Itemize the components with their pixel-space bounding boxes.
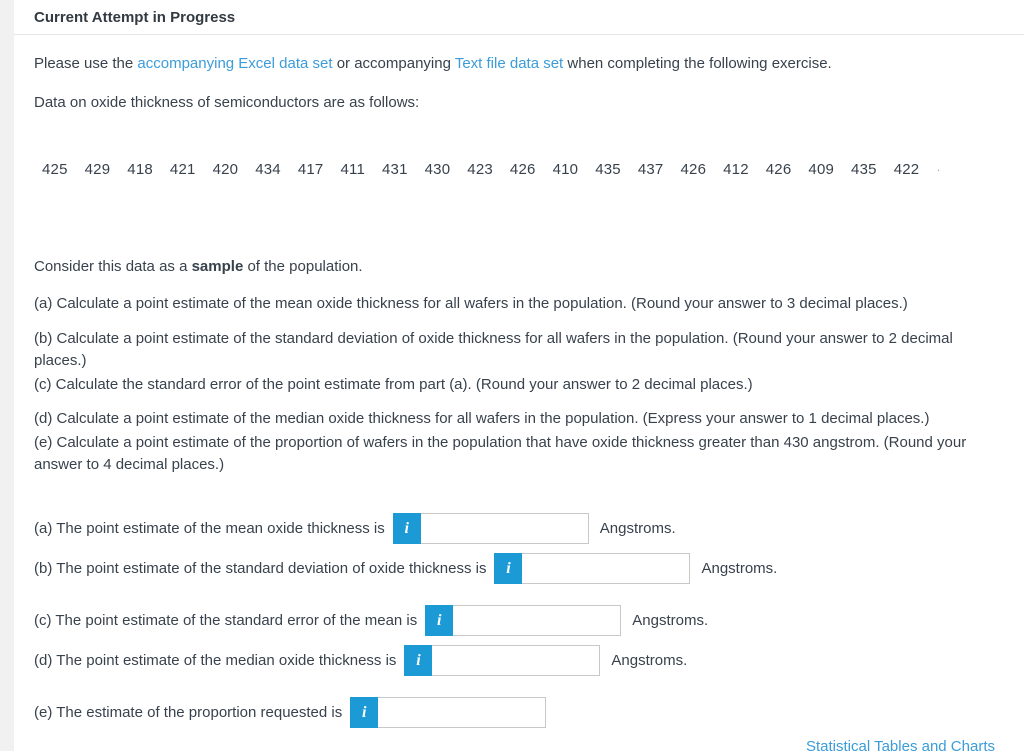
answer-row: (e) The estimate of the proportion reque… xyxy=(34,697,1006,729)
data-value: 426 xyxy=(680,161,707,178)
answer-row: (d) The point estimate of the median oxi… xyxy=(34,645,1006,677)
data-value: 426 xyxy=(765,161,792,178)
intro-text: or accompanying xyxy=(332,55,455,72)
sample-text: Consider this data as a xyxy=(34,258,192,275)
answer-input-group: i xyxy=(425,605,622,636)
info-icon[interactable]: i xyxy=(494,553,523,584)
data-value: 421 xyxy=(169,161,196,178)
answer-input-group: i xyxy=(392,513,589,544)
data-value: 423 xyxy=(467,161,493,178)
info-icon[interactable]: i xyxy=(392,513,421,544)
answer-input-group: i xyxy=(404,645,601,676)
answer-input-group: i xyxy=(350,697,547,728)
data-value: 435 xyxy=(851,161,877,178)
data-value: 429 xyxy=(84,161,111,178)
answer-unit: Angstroms. xyxy=(632,612,709,629)
intro-text: when completing the following exercise. xyxy=(563,55,832,72)
intro-text: Please use the xyxy=(34,55,138,72)
answer-label: (a) The point estimate of the mean oxide… xyxy=(34,520,385,537)
data-values-row: 425 429 418 421 420 434 417 411 431 430 423 426 410 4… xyxy=(42,161,1006,178)
footer-link-row: Statistical Tables and Charts xyxy=(34,738,1006,755)
intro-paragraph: Please use the accompanying Excel data s… xyxy=(34,53,1006,74)
answer-unit: Angstroms. xyxy=(701,560,778,577)
answer-input[interactable] xyxy=(378,697,547,728)
data-value: 425 xyxy=(42,161,68,178)
data-value: 426 xyxy=(509,161,536,178)
data-value: 430 xyxy=(424,161,451,178)
sample-text: of the population. xyxy=(243,258,363,275)
question-b: (b) Calculate a point estimate of the st… xyxy=(34,329,953,370)
text-file-data-set-link[interactable]: Text file data set xyxy=(454,55,564,72)
attempt-panel: Current Attempt in Progress Please use t… xyxy=(14,0,1024,755)
data-overflow-hint: · xyxy=(936,162,941,177)
data-value: 420 xyxy=(212,161,239,178)
answer-input-group: i xyxy=(494,553,691,584)
question-e: (e) Calculate a point estimate of the pr… xyxy=(34,433,967,474)
statistical-tables-link[interactable]: Statistical Tables and Charts xyxy=(806,737,995,755)
exercise-body: Please use the accompanying Excel data s… xyxy=(14,53,1024,755)
info-icon[interactable]: i xyxy=(425,605,454,636)
info-icon[interactable]: i xyxy=(404,645,433,676)
answers-section: (a) The point estimate of the mean oxide… xyxy=(34,513,1006,729)
question-d: (d) Calculate a point estimate of the me… xyxy=(34,410,930,427)
answer-unit: Angstroms. xyxy=(611,652,688,669)
sample-statement: Consider this data as a sample of the po… xyxy=(34,256,1006,278)
answer-input[interactable] xyxy=(432,645,601,676)
data-value: 417 xyxy=(297,161,324,178)
panel-title: Current Attempt in Progress xyxy=(14,0,1024,35)
question-a: (a) Calculate a point estimate of the me… xyxy=(34,295,908,312)
answer-label: (e) The estimate of the proportion reque… xyxy=(34,704,343,721)
sample-bold: sample xyxy=(191,258,244,275)
answer-unit: Angstroms. xyxy=(599,520,676,537)
answer-row: (c) The point estimate of the standard e… xyxy=(34,605,1006,637)
answer-row: (a) The point estimate of the mean oxide… xyxy=(34,513,1006,545)
answer-input[interactable] xyxy=(420,513,589,544)
data-value: 422 xyxy=(893,161,920,178)
question-c: (c) Calculate the standard error of the … xyxy=(34,375,753,393)
answer-label: (c) The point estimate of the standard e… xyxy=(34,612,418,629)
info-icon[interactable]: i xyxy=(350,697,379,728)
answer-input[interactable] xyxy=(453,605,622,636)
data-value: 435 xyxy=(595,161,621,178)
data-value: 437 xyxy=(637,161,664,178)
answer-label: (d) The point estimate of the median oxi… xyxy=(34,652,397,669)
data-value: 434 xyxy=(255,161,281,178)
data-statement: Data on oxide thickness of semiconductor… xyxy=(34,94,420,111)
data-value: 412 xyxy=(723,161,749,178)
answer-row: (b) The point estimate of the standard d… xyxy=(34,553,1006,585)
data-value: 409 xyxy=(808,161,835,178)
data-value: 418 xyxy=(127,161,153,178)
data-value: 410 xyxy=(552,161,579,178)
answer-input[interactable] xyxy=(522,553,691,584)
page-background-strip xyxy=(0,0,14,751)
data-value: 411 xyxy=(340,161,365,178)
answer-label: (b) The point estimate of the standard d… xyxy=(34,560,487,577)
excel-data-set-link[interactable]: accompanying Excel data set xyxy=(137,55,333,72)
data-value: 431 xyxy=(382,161,408,178)
